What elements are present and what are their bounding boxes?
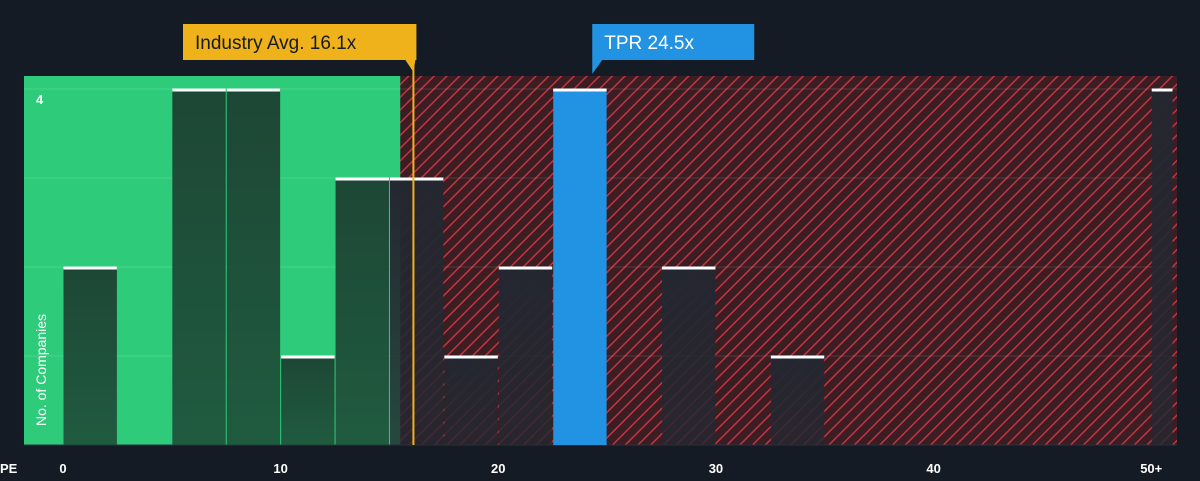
industry-avg-pointer <box>405 60 416 72</box>
histogram-bar <box>281 356 335 445</box>
histogram-bar <box>335 178 389 445</box>
histogram-bar <box>553 89 607 445</box>
company-pointer <box>592 60 603 74</box>
reference-markers: Industry Avg. 16.1x TPR 24.5x <box>183 24 755 445</box>
histogram-bar <box>63 267 117 445</box>
histogram-bar <box>172 89 226 445</box>
histogram-bar <box>662 267 716 445</box>
x-tick-label: 20 <box>491 461 505 476</box>
x-axis-title: PE <box>0 461 18 476</box>
industry-avg-callout <box>183 24 417 60</box>
y-axis-title: No. of Companies <box>33 314 49 426</box>
company-callout <box>592 24 755 60</box>
histogram-bar <box>1151 89 1173 445</box>
histogram-bar <box>444 356 498 445</box>
histogram-bar <box>770 356 825 445</box>
y-tick-label: 4 <box>36 92 44 107</box>
histogram-bars <box>63 88 1173 445</box>
axes: PE 0 10 20 30 40 50+ 4 No. of Companies <box>0 92 1163 476</box>
company-label: TPR 24.5x <box>604 33 694 54</box>
x-tick-label: 30 <box>709 461 723 476</box>
histogram-bar <box>226 89 281 445</box>
x-tick-label: 10 <box>273 461 287 476</box>
industry-avg-label: Industry Avg. 16.1x <box>195 33 357 54</box>
histogram-bar <box>389 178 444 445</box>
x-tick-label: 0 <box>59 461 66 476</box>
histogram-bar <box>498 267 553 445</box>
x-tick-label: 50+ <box>1140 461 1162 476</box>
x-tick-label: 40 <box>926 461 940 476</box>
